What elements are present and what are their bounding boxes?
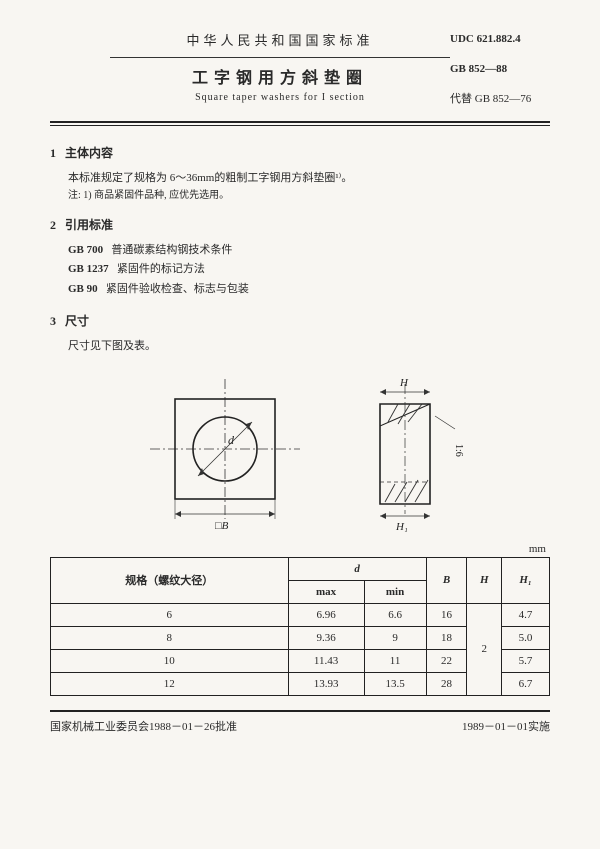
section-3: 3 尺寸 尺寸见下图及表。 <box>50 312 550 356</box>
h1-label: H₁ <box>395 521 408 533</box>
section-2: 2 引用标准 GB 700 普通碳素结构钢技术条件 GB 1237 紧固件的标记… <box>50 216 550 300</box>
title-chinese: 工字钢用方斜垫圈 <box>110 64 450 88</box>
replaces-label: 代替 GB 852—76 <box>450 90 550 110</box>
th-b-text: B <box>443 574 450 586</box>
ref-2-name: 紧固件验收检查、标志与包装 <box>106 283 249 295</box>
sec1-title: 主体内容 <box>65 146 113 160</box>
footer-rule <box>50 710 550 712</box>
cell-b: 22 <box>426 649 467 672</box>
th-d-text: d <box>354 563 360 575</box>
footer-right: 1989－01－01实施 <box>462 718 550 734</box>
table-header-row: 规格（螺纹大径） d B H H₁ <box>51 557 550 580</box>
section-1: 1 主体内容 本标准规定了规格为 6～36mm的粗制工字钢用方斜垫圈¹⁾。 注:… <box>50 144 550 204</box>
cell-h1: 6.7 <box>502 672 550 695</box>
th-dmin: min <box>364 580 426 603</box>
header-double-rule <box>50 121 550 126</box>
th-h1-text: H₁ <box>519 574 531 586</box>
cell-dmax: 9.36 <box>288 626 364 649</box>
cell-h: 2 <box>467 603 502 695</box>
th-d: d <box>288 557 426 580</box>
ref-0: GB 700 普通碳素结构钢技术条件 <box>68 241 550 261</box>
sec1-body: 本标准规定了规格为 6～36mm的粗制工字钢用方斜垫圈¹⁾。 <box>68 169 550 188</box>
standard-number: GB 852—88 <box>450 60 550 80</box>
cell-h1: 5.0 <box>502 626 550 649</box>
sec1-num: 1 <box>50 146 56 160</box>
ref-1-code: GB 1237 <box>68 263 109 275</box>
cell-spec: 8 <box>51 626 289 649</box>
cell-dmin: 6.6 <box>364 603 426 626</box>
side-view: H H₁ 1:6 <box>380 377 464 533</box>
th-spec: 规格（螺纹大径） <box>51 557 289 603</box>
udc-code: UDC 621.882.4 <box>450 30 550 50</box>
dimension-table: 规格（螺纹大径） d B H H₁ max min 6 6.96 6.6 16 … <box>50 557 550 696</box>
ref-1-name: 紧固件的标记方法 <box>117 263 205 275</box>
sec2-title: 引用标准 <box>65 218 113 232</box>
b-label: □B <box>215 520 229 532</box>
cell-dmin: 9 <box>364 626 426 649</box>
cell-h1: 4.7 <box>502 603 550 626</box>
sec1-note: 注: 1) 商品紧固件品种, 应优先选用。 <box>68 188 550 204</box>
cell-dmin: 13.5 <box>364 672 426 695</box>
top-view: d □B <box>150 379 300 532</box>
th-h1: H₁ <box>502 557 550 603</box>
cell-spec: 6 <box>51 603 289 626</box>
ref-2: GB 90 紧固件验收检查、标志与包装 <box>68 280 550 300</box>
ref-0-name: 普通碳素结构钢技术条件 <box>111 244 232 256</box>
cell-dmax: 6.96 <box>288 603 364 626</box>
cell-h1: 5.7 <box>502 649 550 672</box>
sec2-num: 2 <box>50 218 56 232</box>
footer-left: 国家机械工业委员会1988－01－26批准 <box>50 718 237 734</box>
cell-dmin: 11 <box>364 649 426 672</box>
cell-dmax: 11.43 <box>288 649 364 672</box>
h-label: H <box>399 377 409 389</box>
th-b: B <box>426 557 467 603</box>
cell-spec: 12 <box>51 672 289 695</box>
cell-b: 16 <box>426 603 467 626</box>
sec3-body: 尺寸见下图及表。 <box>68 337 550 356</box>
d-label: d <box>228 433 235 447</box>
country-label: 中华人民共和国国家标准 <box>110 30 450 49</box>
cell-dmax: 13.93 <box>288 672 364 695</box>
th-dmax: max <box>288 580 364 603</box>
table-row: 6 6.96 6.6 16 2 4.7 <box>51 603 550 626</box>
sec3-num: 3 <box>50 314 56 328</box>
technical-figure: d □B <box>50 374 550 537</box>
cell-b: 18 <box>426 626 467 649</box>
ref-1: GB 1237 紧固件的标记方法 <box>68 260 550 280</box>
sec3-title: 尺寸 <box>65 314 89 328</box>
unit-label: mm <box>50 543 546 555</box>
ref-0-code: GB 700 <box>68 244 103 256</box>
header-rule <box>110 57 450 58</box>
cell-b: 28 <box>426 672 467 695</box>
th-h: H <box>467 557 502 603</box>
cell-spec: 10 <box>51 649 289 672</box>
slope-label: 1:6 <box>453 444 464 457</box>
ref-2-code: GB 90 <box>68 283 98 295</box>
th-h-text: H <box>480 574 489 586</box>
title-english: Square taper washers for I section <box>110 92 450 103</box>
